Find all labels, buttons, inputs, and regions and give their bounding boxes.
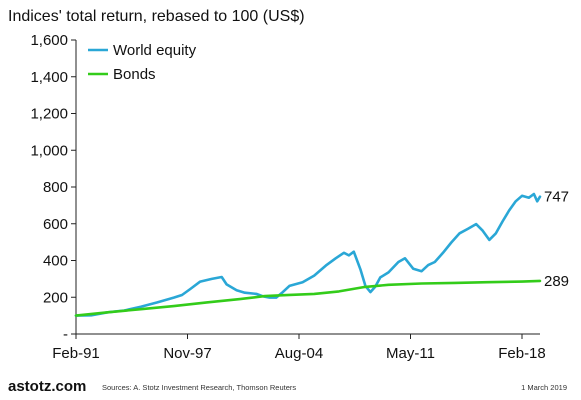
publish-date: 1 March 2019 (521, 383, 567, 392)
legend-label-bonds: Bonds (113, 66, 156, 83)
y-tick-label: 1,600 (30, 32, 68, 49)
end-labels: 747 289 (544, 189, 569, 290)
y-tick-label: 1,000 (30, 142, 68, 159)
end-value-label-world-equity: 747 (544, 189, 569, 206)
y-tick-label: - (63, 326, 68, 343)
y-tick-label: 600 (43, 216, 68, 233)
x-tick-label: May-11 (386, 345, 435, 362)
x-tick-label: Nov-97 (163, 345, 211, 362)
series-line-world-equity (74, 192, 542, 317)
x-tick-label: Feb-91 (52, 345, 100, 362)
legend: World equity Bonds (88, 42, 197, 83)
x-tick-labels: Feb-91 Nov-97 Aug-04 May-11 Feb-18 (52, 345, 546, 362)
series-lines (74, 192, 542, 317)
y-tick-label: 1,200 (30, 106, 68, 123)
source-note: Sources: A. Stotz Investment Research, T… (102, 383, 297, 392)
x-tick-label: Aug-04 (275, 345, 323, 362)
y-tick-label: 400 (43, 253, 68, 270)
series-line-bonds (74, 279, 542, 317)
legend-label-world-equity: World equity (113, 42, 197, 59)
y-tick-labels: - 200 400 600 800 1,000 1,200 1,400 1,600 (30, 32, 68, 343)
y-tick-label: 200 (43, 289, 68, 306)
axes-group (71, 39, 540, 339)
y-tick-label: 1,400 (30, 69, 68, 86)
x-tick-label: Feb-18 (498, 345, 546, 362)
brand-logo-text: astotz.com (8, 378, 87, 395)
y-tick-label: 800 (43, 179, 68, 196)
chart-title: Indices' total return, rebased to 100 (U… (8, 8, 305, 25)
end-value-label-bonds: 289 (544, 273, 569, 290)
